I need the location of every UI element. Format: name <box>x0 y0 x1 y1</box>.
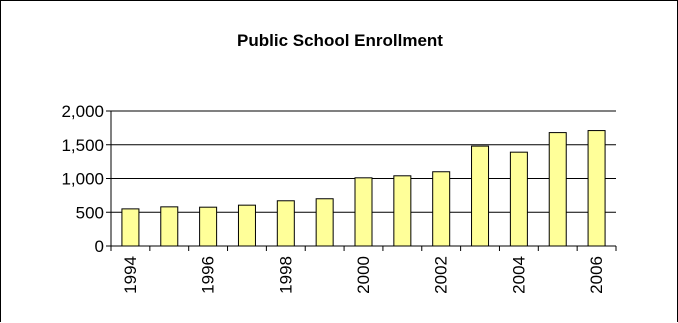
bar <box>315 198 334 247</box>
y-tick-label: 2,000 <box>61 102 104 121</box>
bar <box>509 151 528 247</box>
x-tick-label: 2002 <box>432 256 451 294</box>
x-tick-label: 2004 <box>509 256 528 294</box>
bar <box>548 132 567 247</box>
y-tick-label: 500 <box>76 203 104 222</box>
bar <box>393 175 412 247</box>
x-tick-label: 2006 <box>587 256 606 294</box>
bar <box>354 177 373 247</box>
bar <box>471 145 490 247</box>
x-tick-label: 1994 <box>121 256 140 294</box>
y-axis-ticks: 0 500 1,000 1,500 2,000 <box>61 102 111 256</box>
x-axis-ticks: 1994 1996 1998 2000 2002 2004 2006 <box>110 246 617 294</box>
x-tick-label: 1996 <box>199 256 218 294</box>
x-tick-label: 1998 <box>276 256 295 294</box>
bar <box>276 200 295 247</box>
bar <box>199 206 218 247</box>
bar <box>587 130 606 247</box>
bar <box>121 208 140 247</box>
bars <box>121 130 606 247</box>
x-tick-label: 2000 <box>354 256 373 294</box>
bar <box>432 171 451 247</box>
y-tick-label: 0 <box>95 237 104 256</box>
bar <box>237 204 256 247</box>
y-tick-label: 1,500 <box>61 136 104 155</box>
y-tick-label: 1,000 <box>61 170 104 189</box>
chart-title: Public School Enrollment <box>237 31 443 50</box>
bar <box>160 206 179 247</box>
